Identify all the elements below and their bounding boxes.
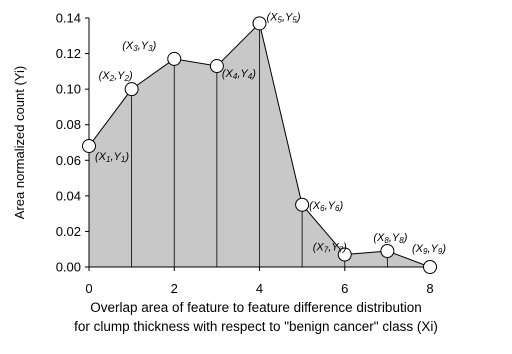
y-tick-label: 0.02 [56, 224, 81, 239]
data-point [82, 139, 96, 154]
point-label: (X6,Y6) [309, 200, 343, 213]
y-tick-label: 0.12 [56, 46, 81, 61]
data-point [209, 59, 224, 74]
point-label: (X5,Y5) [267, 11, 301, 24]
y-tick-label: 0.04 [56, 188, 81, 203]
data-point [295, 197, 310, 212]
data-point [252, 16, 267, 31]
point-label: (X4,Y4) [222, 68, 256, 81]
y-ticks: 0.00 0.02 0.04 0.06 0.08 0.10 0.12 0.14 [56, 11, 89, 275]
x-tick-label: 8 [426, 281, 433, 296]
point-label: (X8,Y8) [373, 232, 407, 245]
x-ticks: 0 2 4 6 8 [85, 267, 434, 296]
point-label: (X3,Y3) [122, 40, 156, 53]
data-points [82, 16, 437, 274]
x-axis-title-line-2: for clump thickness with respect to "ben… [74, 319, 438, 334]
y-tick-label: 0.14 [56, 11, 81, 26]
x-tick-label: 4 [256, 281, 263, 296]
x-tick-label: 6 [341, 281, 348, 296]
y-tick-label: 0.00 [56, 260, 81, 275]
point-label: (X7,Y7) [313, 242, 347, 255]
data-point [423, 260, 437, 274]
point-labels: (X1,Y1) (X2,Y2) (X3,Y3) (X4,Y4) (X5,Y5) (X6,Y… [95, 11, 446, 256]
data-point [167, 51, 182, 66]
y-tick-label: 0.10 [56, 82, 81, 97]
data-point [124, 82, 139, 97]
y-tick-label: 0.06 [56, 153, 81, 168]
point-label: (X2,Y2) [99, 70, 133, 83]
x-tick-label: 0 [85, 281, 92, 296]
data-point [380, 243, 395, 258]
y-tick-label: 0.08 [56, 117, 81, 132]
x-axis-title-line-1: Overlap area of feature to feature diffe… [90, 300, 422, 315]
x-tick-label: 2 [171, 281, 178, 296]
data-point [337, 247, 352, 262]
point-label: (X1,Y1) [95, 151, 129, 164]
point-label: (X9,Y9) [412, 243, 446, 256]
y-axis-title: Area normalized count (Yi) [12, 66, 27, 219]
area-chart: 0.00 0.02 0.04 0.06 0.08 0.10 0.12 0.14 0 2 4 6 8 (… [12, 11, 446, 297]
